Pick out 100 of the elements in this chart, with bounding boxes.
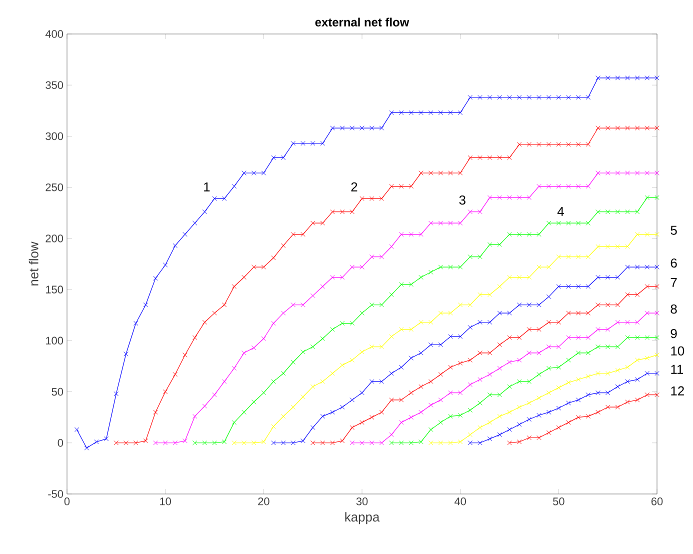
point — [526, 379, 532, 384]
series-label: 4 — [557, 206, 564, 216]
point — [212, 196, 217, 201]
point — [507, 310, 512, 316]
point — [468, 302, 473, 308]
point — [596, 370, 600, 376]
point — [615, 368, 620, 373]
point — [114, 440, 119, 446]
point — [546, 94, 552, 100]
point — [586, 94, 591, 100]
point — [438, 372, 444, 377]
point — [458, 334, 463, 339]
point — [408, 184, 414, 189]
point — [320, 336, 326, 341]
point — [526, 232, 532, 237]
point — [398, 232, 404, 237]
point — [654, 126, 660, 130]
point — [340, 404, 345, 410]
point — [605, 344, 610, 350]
point — [202, 320, 208, 325]
point — [408, 327, 414, 332]
point — [654, 310, 660, 316]
point — [428, 170, 434, 176]
point — [428, 320, 434, 325]
point — [320, 414, 326, 419]
point — [487, 420, 492, 425]
point — [625, 126, 630, 130]
point — [507, 335, 512, 340]
point — [536, 372, 542, 377]
point — [605, 370, 610, 376]
point — [526, 416, 532, 422]
point — [428, 110, 434, 116]
point — [379, 379, 384, 384]
point — [114, 391, 119, 396]
point — [242, 410, 246, 415]
point — [566, 184, 571, 189]
point — [536, 327, 542, 332]
point — [448, 220, 453, 226]
point — [280, 155, 286, 160]
point — [644, 264, 650, 270]
point — [556, 320, 562, 325]
point — [124, 440, 128, 446]
point — [615, 404, 620, 410]
point — [526, 327, 532, 332]
point — [556, 425, 562, 430]
point — [497, 366, 502, 371]
point — [350, 209, 355, 214]
point — [398, 110, 404, 116]
point — [596, 390, 600, 396]
point — [526, 400, 532, 406]
point — [330, 126, 335, 130]
point — [487, 320, 492, 325]
point — [605, 274, 610, 280]
point — [418, 439, 424, 444]
point — [369, 344, 374, 350]
point — [438, 310, 444, 316]
y-tick-label: 0 — [58, 439, 64, 447]
point — [615, 126, 620, 130]
point — [172, 440, 178, 446]
series-label: 9 — [670, 329, 677, 338]
point — [644, 335, 650, 340]
point — [379, 410, 384, 415]
point — [516, 335, 522, 340]
point — [242, 350, 246, 356]
point — [290, 404, 296, 410]
point — [153, 410, 158, 415]
point — [300, 232, 306, 237]
point — [546, 184, 552, 189]
point — [634, 398, 640, 402]
point — [408, 356, 414, 360]
point — [389, 440, 394, 446]
point — [644, 310, 650, 316]
point — [408, 282, 414, 287]
point — [340, 362, 345, 368]
point — [644, 195, 650, 200]
point — [526, 274, 532, 280]
point — [350, 264, 355, 270]
point — [280, 310, 286, 316]
y-tick-label: 100 — [46, 336, 64, 345]
x-tick-label: 60 — [651, 498, 663, 506]
point — [468, 155, 473, 160]
x-tick-label: 40 — [454, 498, 466, 506]
point — [507, 155, 512, 160]
point — [516, 422, 522, 427]
point — [310, 220, 316, 226]
point — [438, 398, 444, 402]
point — [330, 410, 335, 415]
point — [468, 408, 473, 413]
point — [340, 274, 345, 280]
point — [222, 379, 227, 384]
point — [222, 439, 227, 444]
point — [526, 142, 532, 147]
point — [654, 392, 660, 398]
point — [507, 195, 512, 200]
point — [162, 440, 168, 446]
point — [242, 274, 246, 280]
point — [428, 402, 434, 408]
point — [162, 389, 168, 394]
point — [654, 370, 660, 376]
point — [536, 302, 542, 308]
